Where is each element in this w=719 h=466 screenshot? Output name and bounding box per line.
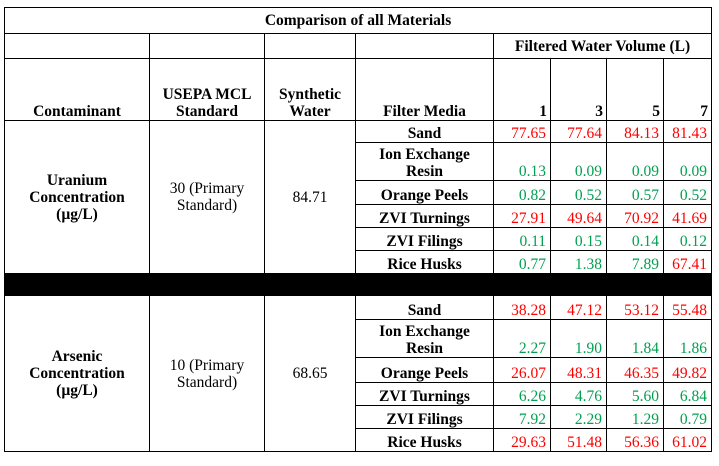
value-cell: 0.15 (550, 227, 607, 251)
blank-cell (4, 33, 150, 59)
value-cell: 27.91 (493, 204, 551, 228)
value-cell: 49.64 (550, 204, 607, 228)
table-title: Comparison of all Materials (3, 7, 713, 34)
contaminant-cell: Uranium Concentration (µg/L) (4, 120, 150, 274)
value-cell: 48.31 (550, 357, 607, 383)
mcl-cell: 10 (Primary Standard) (149, 295, 265, 452)
table-row: Ion Exchange Resin 0.13 0.09 0.09 0.09 (5, 142, 713, 181)
value-cell: 1.86 (662, 319, 713, 358)
value-cell: 7.92 (493, 405, 551, 429)
filter-media-cell: Rice Husks (355, 428, 494, 452)
value-cell: 84.13 (606, 120, 664, 143)
value-cell: 0.13 (493, 142, 551, 181)
table-row: Rice Husks 29.63 51.48 56.36 61.02 (5, 428, 713, 452)
value-cell: 1.29 (606, 405, 664, 429)
value-cell: 0.12 (662, 227, 713, 251)
value-cell: 1.38 (550, 250, 607, 274)
filter-media-cell: Orange Peels (355, 180, 494, 205)
divider-bar (3, 273, 713, 296)
value-cell: 0.09 (550, 142, 607, 181)
header-media: Filter Media (355, 58, 494, 121)
blank-cell (149, 33, 265, 59)
value-cell: 2.29 (550, 405, 607, 429)
filter-media-cell: ZVI Turnings (355, 204, 494, 228)
value-cell: 0.52 (662, 180, 713, 205)
header-volume-3: 3 (550, 58, 607, 121)
value-cell: 0.11 (493, 227, 551, 251)
value-cell: 6.26 (493, 382, 551, 406)
value-cell: 0.57 (606, 180, 664, 205)
value-cell: 77.65 (493, 120, 551, 143)
value-cell: 7.89 (606, 250, 664, 274)
filter-media-cell: Sand (355, 295, 494, 320)
value-cell: 1.90 (550, 319, 607, 358)
contaminant-cell: Arsenic Concentration (µg/L) (4, 295, 150, 452)
filter-media-cell: ZVI Turnings (355, 382, 494, 406)
table-row: ZVI Filings 7.92 2.29 1.29 0.79 (5, 405, 713, 429)
table-row: Uranium Concentration (µg/L) 30 (Primary … (4, 120, 713, 274)
header-volume-5: 5 (606, 58, 664, 121)
header-contaminant: Contaminant (4, 58, 150, 121)
value-cell: 0.82 (493, 180, 551, 205)
value-cell: 67.41 (662, 250, 713, 274)
header-mcl: USEPA MCL Standard (149, 58, 265, 121)
value-cell: 51.48 (550, 428, 607, 452)
value-cell: 5.60 (606, 382, 664, 406)
value-cell: 53.12 (606, 295, 664, 320)
value-cell: 0.77 (493, 250, 551, 274)
volume-header: Filtered Water Volume (L) (492, 33, 713, 59)
filter-media-cell: Sand (355, 120, 494, 143)
value-cell: 47.12 (550, 295, 607, 320)
table-row: ZVI Filings 0.11 0.15 0.14 0.12 (5, 227, 713, 251)
mcl-cell: 30 (Primary Standard) (149, 120, 265, 274)
value-cell: 0.52 (550, 180, 607, 205)
value-cell: 6.84 (662, 382, 713, 406)
title-row: Comparison of all Materials (3, 7, 713, 34)
value-cell: 0.14 (606, 227, 664, 251)
comparison-table: Comparison of all Materials Filtered Wat… (3, 7, 713, 452)
filter-media-cell: Rice Husks (355, 250, 494, 274)
value-cell: 81.43 (662, 120, 713, 143)
section-divider (3, 273, 713, 296)
value-cell: 4.76 (550, 382, 607, 406)
header-synthetic: Synthetic Water (264, 58, 356, 121)
table-row: Ion Exchange Resin 2.27 1.90 1.84 1.86 (5, 319, 713, 358)
table-row: Orange Peels 26.07 48.31 46.35 49.82 (5, 357, 713, 383)
value-cell: 70.92 (606, 204, 664, 228)
value-cell: 0.09 (662, 142, 713, 181)
value-cell: 2.27 (493, 319, 551, 358)
filter-media-cell: Ion Exchange Resin (355, 319, 494, 358)
value-cell: 46.35 (606, 357, 664, 383)
table-row: Rice Husks 0.77 1.38 7.89 67.41 (5, 250, 713, 274)
value-cell: 49.82 (662, 357, 713, 383)
filter-media-cell: ZVI Filings (355, 405, 494, 429)
value-cell: 55.48 (662, 295, 713, 320)
value-cell: 0.09 (606, 142, 664, 181)
value-cell: 41.69 (662, 204, 713, 228)
table-row: Arsenic Concentration (µg/L) 10 (Primary … (4, 295, 713, 452)
value-cell: 0.79 (662, 405, 713, 429)
value-cell: 61.02 (662, 428, 713, 452)
header-volume-7: 7 (662, 58, 713, 121)
value-cell: 1.84 (606, 319, 664, 358)
value-cell: 26.07 (493, 357, 551, 383)
filter-media-cell: Orange Peels (355, 357, 494, 383)
table-row: ZVI Turnings 6.26 4.76 5.60 6.84 (5, 382, 713, 406)
value-cell: 38.28 (493, 295, 551, 320)
synthetic-water-cell: 68.65 (264, 295, 356, 452)
blank-cell (264, 33, 356, 59)
column-header-row: Contaminant USEPA MCL Standard Synthetic… (4, 58, 713, 121)
filter-media-cell: Ion Exchange Resin (355, 142, 494, 181)
value-cell: 77.64 (550, 120, 607, 143)
filter-media-cell: ZVI Filings (355, 227, 494, 251)
header-volume-1: 1 (493, 58, 551, 121)
blank-cell (355, 33, 494, 59)
synthetic-water-cell: 84.71 (264, 120, 356, 274)
value-cell: 56.36 (606, 428, 664, 452)
value-cell: 29.63 (493, 428, 551, 452)
volume-header-row: Filtered Water Volume (L) (4, 33, 713, 59)
